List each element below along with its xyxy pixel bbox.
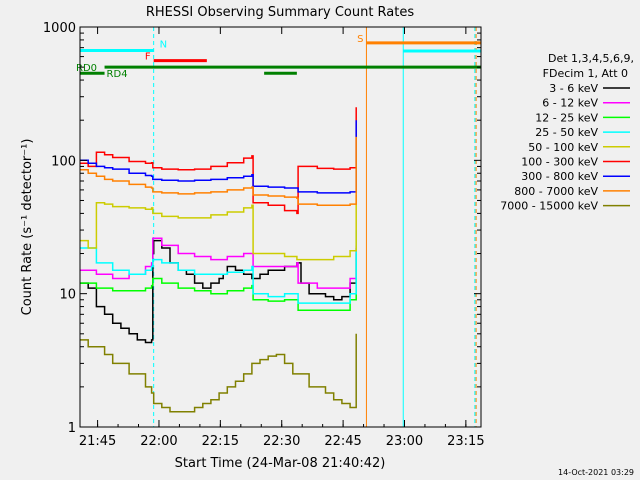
legend: Det 1,3,4,5,6,9, FDecim 1, Att 0 3 - 6 k… bbox=[500, 52, 634, 213]
axis-ticks: 21:45 22:00 22:15 22:30 22:45 23:00 23:15 1 10 10… bbox=[43, 21, 485, 449]
legend-entry-label-7: 800 - 7000 keV bbox=[514, 185, 598, 198]
x-tick-label-5: 23:00 bbox=[386, 434, 423, 449]
series-line-6 bbox=[80, 120, 357, 194]
x-axis-label: Start Time (24-Mar-08 21:40:42) bbox=[175, 456, 386, 471]
legend-header-line-2: FDecim 1, Att 0 bbox=[543, 67, 628, 80]
plot-frame bbox=[79, 26, 482, 428]
legend-entry-label-3: 25 - 50 keV bbox=[535, 126, 598, 139]
plot-area: NF S RD0 RD4 bbox=[76, 27, 481, 427]
legend-entry-label-0: 3 - 6 keV bbox=[549, 82, 598, 95]
generation-timestamp: 14-Oct-2021 03:29 bbox=[558, 468, 634, 477]
y-tick-label-1: 10 bbox=[59, 288, 76, 303]
flag-label-s: S bbox=[357, 34, 363, 45]
y-axis-label: Count Rate (s⁻¹ detector⁻¹) bbox=[20, 139, 35, 316]
series-line-4 bbox=[80, 195, 357, 261]
flag-label-rd4: RD4 bbox=[107, 69, 128, 80]
series-line-5 bbox=[80, 107, 357, 215]
legend-entry-label-5: 100 - 300 keV bbox=[521, 156, 598, 169]
series-line-8 bbox=[80, 333, 357, 413]
x-tick-label-4: 22:45 bbox=[324, 434, 361, 449]
series-line-3 bbox=[80, 230, 357, 304]
x-tick-label-2: 22:15 bbox=[202, 434, 239, 449]
legend-entry-label-6: 300 - 800 keV bbox=[521, 170, 598, 183]
x-tick-label-1: 22:00 bbox=[140, 434, 177, 449]
legend-entry-label-1: 6 - 12 keV bbox=[542, 97, 598, 110]
y-tick-label-3: 1000 bbox=[43, 21, 76, 36]
flag-label-n: N bbox=[160, 40, 167, 51]
legend-entry-label-4: 50 - 100 keV bbox=[528, 141, 598, 154]
flag-label-f: F bbox=[145, 52, 151, 63]
chart-title: RHESSI Observing Summary Count Rates bbox=[146, 5, 415, 20]
y-tick-label-2: 100 bbox=[51, 154, 76, 169]
legend-entry-label-8: 7000 - 15000 keV bbox=[500, 200, 598, 213]
x-tick-label-0: 21:45 bbox=[79, 434, 116, 449]
x-tick-label-6: 23:15 bbox=[447, 434, 484, 449]
legend-entry-label-2: 12 - 25 keV bbox=[535, 111, 598, 124]
y-tick-label-0: 1 bbox=[68, 421, 76, 436]
flag-label-rd0: RD0 bbox=[76, 63, 97, 74]
x-tick-label-3: 22:30 bbox=[263, 434, 300, 449]
legend-header-line-1: Det 1,3,4,5,6,9, bbox=[548, 52, 634, 65]
series-line-7 bbox=[80, 136, 357, 207]
